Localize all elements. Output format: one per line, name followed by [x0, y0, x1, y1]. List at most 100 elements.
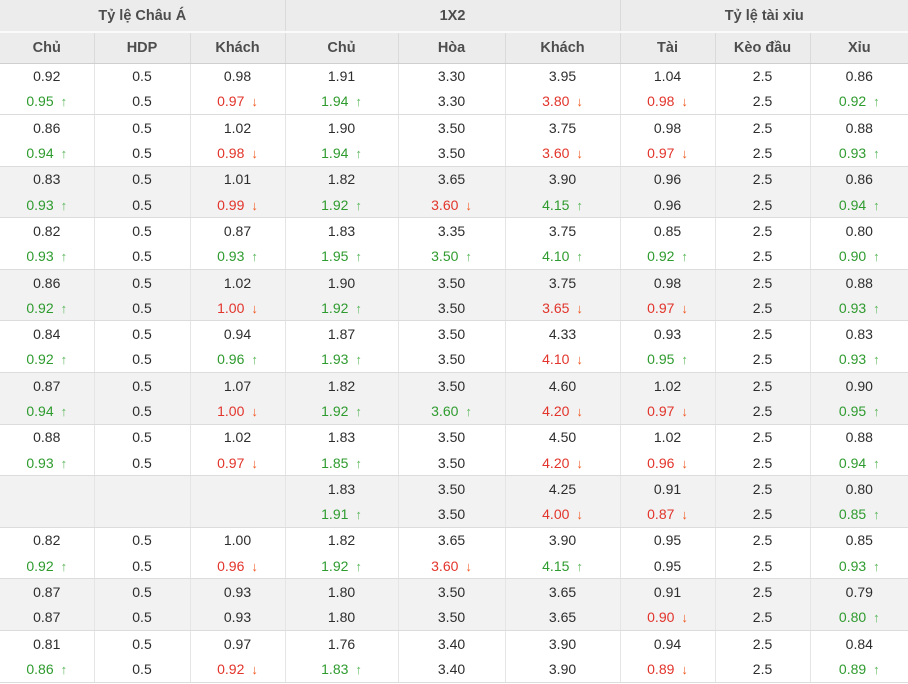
odds-cell: 0.93 ↑	[810, 346, 908, 374]
odds-value: 3.50	[437, 454, 466, 471]
odds-cell: 0.5	[94, 269, 191, 296]
odds-value: 0.80	[838, 609, 867, 626]
odds-cell: 4.33	[505, 320, 621, 347]
odds-cell: 0.86 ↑	[0, 656, 95, 683]
odds-cell: 2.5	[715, 372, 811, 399]
odds-value: 0.92	[647, 248, 675, 265]
odds-cell: 0.93 ↑	[0, 243, 95, 270]
odds-value: 1.95	[321, 248, 349, 265]
odds-value: 0.87	[33, 584, 61, 601]
col-header-ah-home: Chủ	[0, 32, 95, 64]
odds-cell: 4.15 ↑	[505, 553, 621, 580]
odds-value: 3.90	[548, 635, 577, 652]
odds-cell: 1.82	[285, 527, 399, 554]
odds-value: 3.50	[437, 429, 466, 446]
up-arrow-icon: ↑	[60, 249, 68, 265]
odds-value: 0.5	[132, 403, 152, 419]
odds-value: 0.94	[223, 326, 252, 343]
odds-cell: 0.96 ↑	[190, 346, 286, 374]
odds-value: 0.5	[132, 377, 152, 394]
odds-value: 3.50	[437, 506, 466, 523]
odds-cell: 4.00 ↓	[505, 501, 621, 528]
odds-value: 1.92	[321, 299, 349, 316]
odds-cell: 3.50	[398, 501, 506, 528]
column-header-row: Chủ HDP Khách Chủ Hòa Khách Tài Kèo đầu …	[0, 32, 908, 64]
odds-cell: 1.83	[285, 217, 399, 244]
odds-cell: 2.5	[715, 604, 811, 632]
odds-cell: 3.30	[398, 63, 506, 89]
odds-value: 3.65	[542, 299, 570, 316]
odds-cell	[94, 475, 191, 502]
odds-value: 1.91	[327, 68, 356, 85]
odds-value: 4.10	[542, 248, 570, 265]
odds-cell: 0.5	[94, 114, 191, 141]
group-header-over-under: Tỷ lệ tài xỉu	[620, 0, 908, 33]
odds-cell: 0.88	[810, 269, 908, 296]
odds-cell: 1.92 ↑	[285, 191, 399, 219]
odds-row: 0.92 ↑ 0.5 1.00 ↓ 1.92 ↑ 3.50 3.65 ↓ 0.97 ↓ 2.5 0.93 ↑	[0, 295, 908, 322]
odds-value: 0.5	[132, 660, 152, 677]
odds-value: 0.93	[26, 248, 54, 265]
odds-cell: 3.50	[398, 578, 506, 605]
odds-cell: 0.94	[620, 630, 716, 657]
odds-cell: 4.60	[505, 372, 621, 399]
odds-cell: 2.5	[715, 501, 811, 528]
down-arrow-icon: ↓	[681, 661, 688, 677]
odds-cell: 0.93 ↑	[190, 243, 286, 270]
down-arrow-icon: ↓	[681, 146, 688, 162]
odds-cell: 1.93 ↑	[285, 346, 399, 374]
odds-value: 0.92	[26, 351, 54, 368]
odds-value: 3.60	[431, 403, 459, 419]
odds-value: 3.50	[437, 480, 466, 497]
odds-cell: 0.5	[94, 604, 191, 632]
odds-value: 2.5	[752, 532, 773, 549]
odds-cell: 2.5	[715, 578, 811, 605]
odds-cell: 4.10 ↓	[505, 346, 621, 374]
odds-cell: 0.5	[94, 166, 191, 192]
odds-value: 0.82	[33, 222, 61, 239]
up-arrow-icon: ↑	[873, 146, 880, 162]
odds-value: 0.95	[647, 351, 675, 368]
up-arrow-icon: ↑	[60, 558, 68, 574]
odds-cell: 0.86	[0, 114, 95, 141]
odds-cell: 0.92 ↓	[190, 656, 286, 683]
odds-cell: 3.50	[398, 269, 506, 296]
odds-cell: 0.89 ↑	[810, 656, 908, 683]
up-arrow-icon: ↑	[873, 558, 880, 574]
odds-value: 0.84	[33, 326, 61, 343]
odds-value: 0.98	[647, 93, 675, 110]
odds-value: 0.98	[223, 68, 252, 85]
up-arrow-icon: ↑	[465, 404, 472, 419]
odds-value: 1.92	[321, 196, 349, 213]
odds-row: 0.87 0.5 1.07 1.82 3.50 4.60 1.02 2.5 0.90	[0, 372, 908, 399]
odds-value: 0.93	[838, 557, 867, 574]
odds-cell: 0.5	[94, 656, 191, 683]
odds-cell: 3.40	[398, 656, 506, 683]
odds-value: 2.5	[752, 454, 773, 471]
odds-cell: 2.5	[715, 449, 811, 477]
odds-cell: 0.87	[0, 604, 95, 632]
up-arrow-icon: ↑	[355, 404, 362, 419]
odds-cell: 4.15 ↑	[505, 191, 621, 219]
odds-cell: 3.75	[505, 217, 621, 244]
odds-cell	[190, 501, 286, 528]
up-arrow-icon: ↑	[873, 404, 880, 419]
odds-cell: 0.96 ↓	[620, 449, 716, 477]
odds-value: 1.02	[223, 429, 252, 446]
odds-value: 3.50	[437, 351, 466, 368]
odds-value: 0.87	[223, 222, 252, 239]
odds-cell: 0.84	[810, 631, 908, 657]
up-arrow-icon: ↑	[355, 661, 362, 677]
odds-value: 4.20	[542, 454, 570, 471]
odds-cell: 0.92 ↑	[0, 553, 95, 580]
odds-cell: 2.5	[715, 269, 811, 296]
odds-row: 0.86 0.5 1.02 1.90 3.50 3.75 0.98 2.5 0.88	[0, 269, 908, 296]
up-arrow-icon: ↑	[251, 249, 258, 265]
odds-value: 0.95	[26, 93, 54, 110]
odds-row: 0.87 0.5 0.93 1.80 3.50 3.65 0.91 2.5 0.79	[0, 578, 908, 605]
odds-cell: 0.97 ↓	[620, 295, 716, 322]
odds-value: 0.93	[838, 299, 867, 316]
odds-cell: 3.40	[398, 630, 506, 657]
odds-value: 0.5	[132, 119, 152, 136]
odds-cell: 0.82	[0, 527, 95, 554]
